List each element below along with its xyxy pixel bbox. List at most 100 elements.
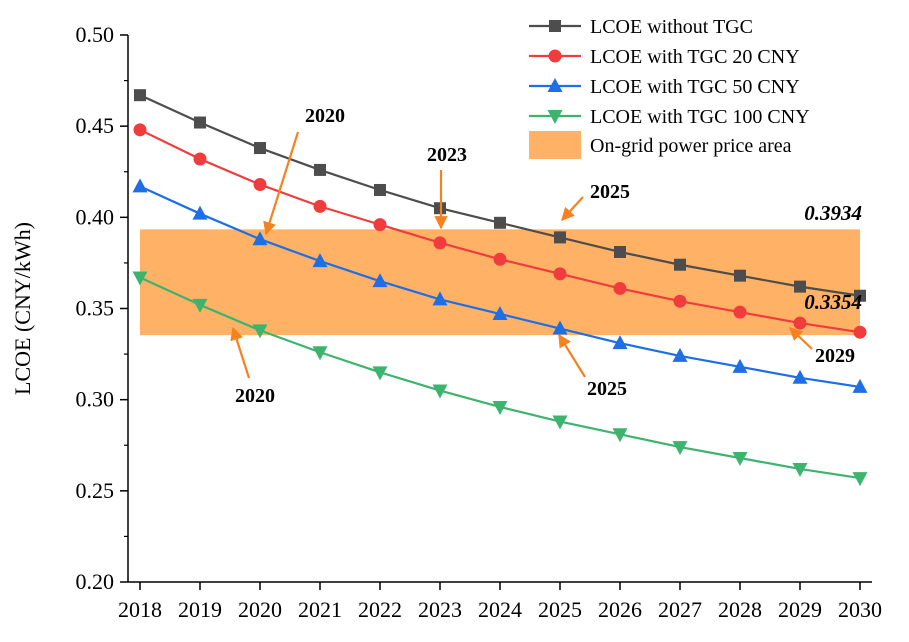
legend-item: LCOE with TGC 20 CNY	[529, 46, 800, 68]
legend-label: LCOE with TGC 20 CNY	[590, 46, 800, 68]
annotation-year: 2023	[427, 144, 467, 166]
data-point	[674, 258, 686, 271]
data-point	[854, 289, 866, 302]
annotation-year: 2029	[815, 345, 855, 367]
data-point	[432, 291, 448, 306]
data-point	[554, 231, 566, 244]
x-tick-label: 2030	[838, 597, 882, 622]
legend-swatch	[529, 131, 581, 159]
data-point	[732, 452, 748, 467]
data-point	[852, 378, 868, 393]
y-tick-label: 0.25	[76, 478, 115, 503]
y-tick-label: 0.20	[76, 569, 115, 594]
data-point	[493, 252, 507, 266]
series-2	[132, 178, 868, 393]
data-point	[734, 269, 746, 282]
data-point	[252, 231, 268, 246]
x-tick-label: 2022	[358, 597, 402, 622]
data-point	[192, 205, 208, 220]
data-point	[492, 400, 508, 415]
data-point	[792, 369, 808, 384]
annotation-year: 2020	[305, 105, 345, 127]
legend-item: LCOE without TGC	[529, 16, 753, 38]
legend-item: LCOE with TGC 100 CNY	[529, 106, 810, 128]
data-point	[372, 366, 388, 381]
x-tick-label: 2025	[538, 597, 582, 622]
x-tick-label: 2021	[298, 597, 342, 622]
data-point	[374, 183, 386, 196]
legend-label: LCOE with TGC 50 CNY	[590, 76, 800, 98]
x-tick-label: 2029	[778, 597, 822, 622]
data-point	[253, 178, 267, 192]
data-point	[492, 305, 508, 320]
annotation-arrow	[789, 327, 813, 350]
data-point	[732, 358, 748, 373]
annotation-value: 0.3354	[804, 290, 862, 314]
legend-item: LCOE with TGC 50 CNY	[529, 76, 800, 98]
series-0	[134, 89, 866, 302]
data-point	[194, 116, 206, 129]
data-point	[494, 216, 506, 229]
data-point	[852, 472, 868, 487]
data-point	[673, 294, 687, 308]
data-point	[672, 441, 688, 456]
data-point	[313, 199, 327, 213]
data-point	[134, 89, 146, 102]
data-point	[552, 415, 568, 430]
series-3	[132, 271, 868, 487]
data-point	[793, 316, 807, 330]
data-point	[733, 305, 747, 319]
x-tick-label: 2018	[118, 597, 162, 622]
x-tick-label: 2019	[178, 597, 222, 622]
data-point	[853, 325, 867, 339]
data-point	[792, 462, 808, 477]
data-point	[373, 218, 387, 232]
data-point	[794, 280, 806, 293]
series-1	[133, 123, 867, 339]
data-point	[132, 178, 148, 193]
y-tick-label: 0.45	[76, 113, 115, 138]
data-point	[432, 384, 448, 399]
annotation-value: 0.3934	[804, 201, 862, 225]
data-point	[312, 346, 328, 361]
data-point	[553, 267, 567, 281]
annotation-arrow	[230, 326, 251, 379]
data-point	[552, 320, 568, 335]
legend-marker	[549, 20, 561, 32]
legend-label: LCOE with TGC 100 CNY	[590, 106, 810, 128]
data-point	[192, 298, 208, 313]
legend-marker	[547, 110, 563, 124]
data-point	[132, 271, 148, 286]
data-point	[193, 152, 207, 166]
y-tick-label: 0.50	[76, 22, 115, 47]
y-tick-label: 0.30	[76, 387, 115, 412]
data-point	[312, 253, 328, 268]
x-tick-label: 2026	[598, 597, 642, 622]
annotation-arrow	[263, 131, 300, 236]
annotation-arrow	[558, 333, 586, 378]
legend-label: On-grid power price area	[590, 135, 792, 157]
legend-item: On-grid power price area	[529, 131, 792, 159]
y-axis-title: LCOE (CNY/kWh)	[10, 222, 35, 395]
y-tick-label: 0.35	[76, 296, 115, 321]
data-point	[612, 335, 628, 350]
data-point	[314, 163, 326, 176]
x-tick-label: 2027	[658, 597, 702, 622]
data-point	[372, 273, 388, 288]
x-tick-label: 2028	[718, 597, 762, 622]
data-point	[254, 142, 266, 155]
x-tick-label: 2024	[478, 597, 522, 622]
annotation-year: 2020	[235, 385, 275, 407]
data-point	[252, 324, 268, 339]
x-tick-label: 2023	[418, 597, 462, 622]
data-point	[614, 245, 626, 258]
legend-marker	[548, 49, 562, 63]
y-tick-label: 0.40	[76, 204, 115, 229]
data-point	[613, 281, 627, 295]
annotation-year: 2025	[590, 181, 630, 203]
legend-marker	[547, 78, 563, 92]
annotation-year: 2025	[587, 378, 627, 400]
data-point	[612, 428, 628, 443]
